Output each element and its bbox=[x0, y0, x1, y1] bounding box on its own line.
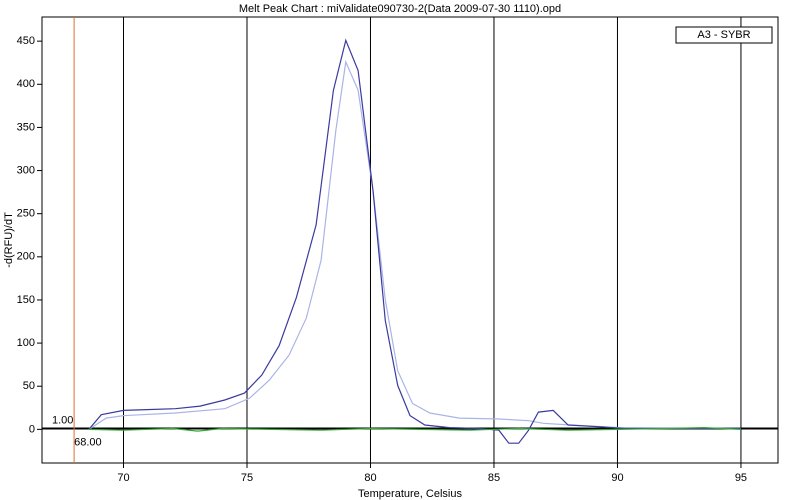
y-tick-label: 400 bbox=[17, 78, 35, 90]
legend-label: A3 - SYBR bbox=[697, 29, 750, 41]
y-tick-label: 250 bbox=[17, 208, 35, 220]
y-tick-label: 450 bbox=[17, 35, 35, 47]
y-tick-label: 300 bbox=[17, 164, 35, 176]
series-line bbox=[88, 38, 741, 444]
start-line-label: 68.00 bbox=[74, 436, 102, 448]
x-axis-label: Temperature, Celsius bbox=[358, 488, 462, 500]
x-tick-label: 70 bbox=[117, 472, 129, 484]
threshold-label: 1.00 bbox=[52, 414, 73, 426]
y-axis-label: -d(RFU)/dT bbox=[3, 212, 15, 268]
series-line bbox=[88, 426, 742, 432]
plot-area bbox=[41, 16, 779, 464]
x-tick-label: 75 bbox=[241, 472, 253, 484]
y-tick-label: 100 bbox=[17, 337, 35, 349]
y-tick-label: 350 bbox=[17, 121, 35, 133]
y-tick-label: 0 bbox=[29, 423, 35, 435]
x-tick-label: 90 bbox=[611, 472, 623, 484]
y-tick-label: 50 bbox=[23, 380, 35, 392]
chart-title: Melt Peak Chart : miValidate090730-2(Dat… bbox=[239, 3, 561, 15]
x-tick-label: 95 bbox=[735, 472, 747, 484]
y-tick-label: 150 bbox=[17, 294, 35, 306]
series-line bbox=[88, 59, 742, 430]
legend-box bbox=[675, 26, 773, 44]
x-tick-label: 80 bbox=[364, 472, 376, 484]
y-tick-label: 200 bbox=[17, 251, 35, 263]
x-tick-label: 85 bbox=[488, 472, 500, 484]
